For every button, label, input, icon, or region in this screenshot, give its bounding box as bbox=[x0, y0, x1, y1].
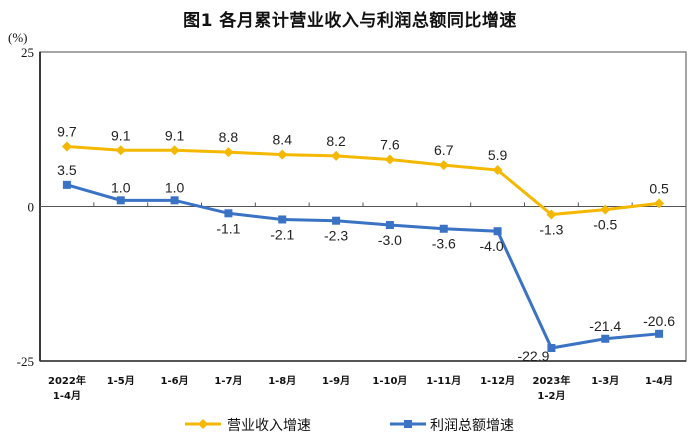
unit-label: (%) bbox=[8, 30, 28, 45]
x-tick-label: 1-6月 bbox=[161, 375, 189, 387]
x-axis: 2022年 1-4月 1-5月 1-6月 1-7月 1-8月 1-9月 1-10月 1-11月 1… bbox=[48, 374, 673, 402]
data-label: -1.3 bbox=[539, 222, 563, 238]
chart-title: 图1 各月累计营业收入与利润总额同比增速 bbox=[183, 11, 517, 31]
data-label: 9.7 bbox=[57, 124, 77, 140]
data-label: -4.0 bbox=[480, 238, 504, 254]
data-label: -2.3 bbox=[324, 228, 348, 244]
diamond-marker bbox=[546, 209, 557, 220]
legend-diamond-icon bbox=[198, 419, 208, 429]
legend-item-revenue-growth: 营业收入增速 bbox=[185, 418, 311, 434]
data-label: 9.1 bbox=[165, 127, 185, 143]
x-tick-label: 1-7月 bbox=[214, 375, 242, 387]
series-group: 9.7 9.1 9.1 8.8 8.4 8.2 7.6 6.7 5.9-1.3 -0.50.53.… bbox=[57, 124, 675, 364]
square-marker bbox=[439, 224, 448, 233]
x-tick-label: 1-12月 bbox=[480, 375, 515, 387]
diamond-marker bbox=[169, 145, 180, 156]
x-tick-label: 2022年 bbox=[48, 374, 86, 387]
data-label: 1.0 bbox=[111, 179, 131, 195]
square-marker bbox=[385, 221, 394, 230]
legend-item-profit-growth: 利润总额增速 bbox=[390, 418, 514, 434]
data-label: 5.9 bbox=[488, 147, 508, 163]
diamond-marker bbox=[61, 141, 72, 152]
diamond-marker bbox=[223, 147, 234, 158]
x-tick-label: 1-5月 bbox=[107, 375, 135, 387]
data-label: -0.5 bbox=[593, 217, 617, 233]
series-revenue-growth: 9.7 9.1 9.1 8.8 8.4 8.2 7.6 6.7 5.9 -1.3 -0.5 0.5 bbox=[57, 124, 669, 238]
x-tick-label: 1-8月 bbox=[268, 375, 296, 387]
data-label: -21.4 bbox=[589, 318, 621, 334]
square-marker bbox=[62, 180, 71, 189]
data-label: -3.6 bbox=[432, 236, 456, 252]
diamond-marker bbox=[438, 160, 449, 171]
data-label: 7.6 bbox=[380, 137, 400, 153]
x-tick-label: 1-10月 bbox=[372, 375, 407, 387]
series-line bbox=[66, 145, 660, 217]
data-label: 8.8 bbox=[219, 129, 239, 145]
x-tick-label: 1-9月 bbox=[322, 375, 350, 387]
square-marker bbox=[332, 216, 341, 225]
diamond-marker bbox=[115, 145, 126, 156]
legend-square-icon bbox=[404, 420, 412, 428]
legend-label: 利润总额增速 bbox=[430, 418, 514, 434]
data-label: 6.7 bbox=[434, 142, 454, 158]
diamond-marker bbox=[492, 165, 503, 176]
square-marker bbox=[278, 215, 287, 224]
y-axis: (%)25 0 -25 bbox=[8, 30, 34, 369]
data-label: -2.1 bbox=[270, 226, 294, 242]
diamond-marker bbox=[331, 150, 342, 161]
data-label: 3.5 bbox=[57, 162, 77, 178]
square-marker bbox=[116, 196, 125, 205]
data-label: 1.0 bbox=[165, 179, 185, 195]
square-marker bbox=[601, 334, 610, 343]
data-label: -3.0 bbox=[378, 232, 402, 248]
legend: 营业收入增速 利润总额增速 bbox=[185, 418, 514, 434]
data-label: 9.1 bbox=[111, 127, 131, 143]
x-tick-label: 1-3月 bbox=[591, 375, 619, 387]
data-label: 8.2 bbox=[326, 133, 346, 149]
plot-frame bbox=[39, 51, 687, 362]
data-label: -20.6 bbox=[643, 313, 675, 329]
diamond-marker bbox=[654, 198, 665, 209]
data-label: -1.1 bbox=[216, 220, 240, 236]
x-tick-label: 1-2月 bbox=[537, 390, 565, 402]
square-marker bbox=[224, 209, 233, 218]
square-marker bbox=[493, 227, 502, 236]
x-tick-label: 1-4月 bbox=[53, 390, 81, 402]
y-tick-label: -25 bbox=[17, 354, 34, 369]
diamond-marker bbox=[384, 154, 395, 165]
data-label: 8.4 bbox=[273, 132, 293, 148]
x-tick-label: 1-4月 bbox=[645, 375, 673, 387]
series-line bbox=[66, 183, 660, 350]
data-label: -22.9 bbox=[517, 348, 549, 364]
x-tick-label: 2023年 bbox=[532, 374, 570, 387]
data-label: 0.5 bbox=[649, 180, 669, 196]
square-marker bbox=[170, 196, 179, 205]
square-marker bbox=[547, 344, 556, 353]
legend-label: 营业收入增速 bbox=[227, 418, 311, 434]
square-marker bbox=[655, 329, 664, 338]
diamond-marker bbox=[277, 149, 288, 160]
y-tick-label: 0 bbox=[28, 200, 35, 215]
diamond-marker bbox=[600, 204, 611, 215]
series-profit-growth: 3.5 1.0 1.0 -1.1 -2.1 -2.3 -3.0 -3.6 -4.0 -22.9 -2… bbox=[57, 162, 675, 364]
x-tick-label: 1-11月 bbox=[426, 375, 461, 387]
y-tick-label: 25 bbox=[21, 45, 34, 60]
